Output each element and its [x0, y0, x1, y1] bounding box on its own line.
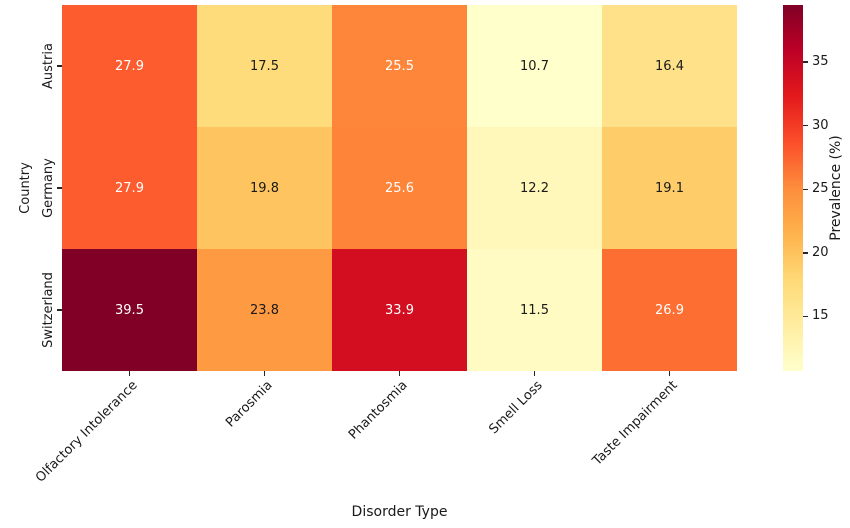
heatmap-cell: 11.5: [467, 249, 602, 371]
tick-mark: [668, 371, 671, 376]
colorbar-label: Prevalence (%): [828, 135, 844, 241]
y-tick-label: Austria: [41, 43, 56, 89]
y-tick-label: Germany: [41, 158, 56, 218]
heatmap-cell: 16.4: [602, 5, 737, 127]
heatmap-cell: 25.5: [332, 5, 467, 127]
heatmap-cell: 25.6: [332, 127, 467, 249]
cell-value: 19.1: [655, 180, 684, 196]
cell-value: 27.9: [115, 180, 144, 196]
cell-value: 27.9: [115, 58, 144, 74]
heatmap-cell: 17.5: [197, 5, 332, 127]
heatmap-cell: 33.9: [332, 249, 467, 371]
tick-mark: [263, 371, 266, 376]
x-axis-label: Disorder Type: [351, 504, 448, 520]
tick-mark: [533, 371, 536, 376]
heatmap-cell: 39.5: [62, 249, 197, 371]
heatmap-cell: 19.1: [602, 127, 737, 249]
y-axis-label: Country: [18, 162, 33, 214]
colorbar-tick-label: 30: [812, 117, 829, 133]
tick-mark: [803, 315, 808, 318]
cell-value: 10.7: [520, 58, 549, 74]
heatmap-cell: 27.9: [62, 5, 197, 127]
tick-mark: [803, 188, 808, 190]
colorbar: [783, 5, 803, 371]
y-tick-label: Switzerland: [41, 272, 56, 348]
tick-mark: [57, 309, 62, 311]
tick-mark: [57, 187, 62, 189]
tick-mark: [803, 125, 808, 127]
cell-value: 19.8: [250, 180, 279, 196]
cell-value: 17.5: [250, 58, 279, 74]
heatmap-cell: 27.9: [62, 127, 197, 249]
cell-value: 16.4: [655, 58, 684, 74]
cell-value: 11.5: [520, 302, 549, 318]
heatmap-cell: 19.8: [197, 127, 332, 249]
colorbar-tick-label: 25: [812, 181, 829, 197]
tick-mark: [803, 252, 808, 254]
tick-mark: [128, 371, 131, 376]
heatmap-cell: 23.8: [197, 249, 332, 371]
cell-value: 25.5: [385, 58, 414, 74]
cell-value: 39.5: [115, 302, 144, 318]
tick-mark: [398, 371, 401, 376]
colorbar-tick-label: 20: [812, 244, 829, 260]
cell-value: 33.9: [385, 302, 414, 318]
tick-mark: [57, 65, 62, 67]
heatmap-grid: 27.9 17.5 25.5 10.7 16.4 27.9 19.8 25.6 12.2 19.1…: [62, 5, 737, 371]
colorbar-tick-label: 35: [812, 54, 829, 70]
cell-value: 26.9: [655, 302, 684, 318]
cell-value: 23.8: [250, 302, 279, 318]
cell-value: 25.6: [385, 180, 414, 196]
colorbar-tick-label: 15: [812, 308, 829, 324]
heatmap-cell: 26.9: [602, 249, 737, 371]
tick-mark: [803, 61, 808, 63]
cell-value: 12.2: [520, 180, 549, 196]
heatmap-cell: 12.2: [467, 127, 602, 249]
heatmap-cell: 10.7: [467, 5, 602, 127]
